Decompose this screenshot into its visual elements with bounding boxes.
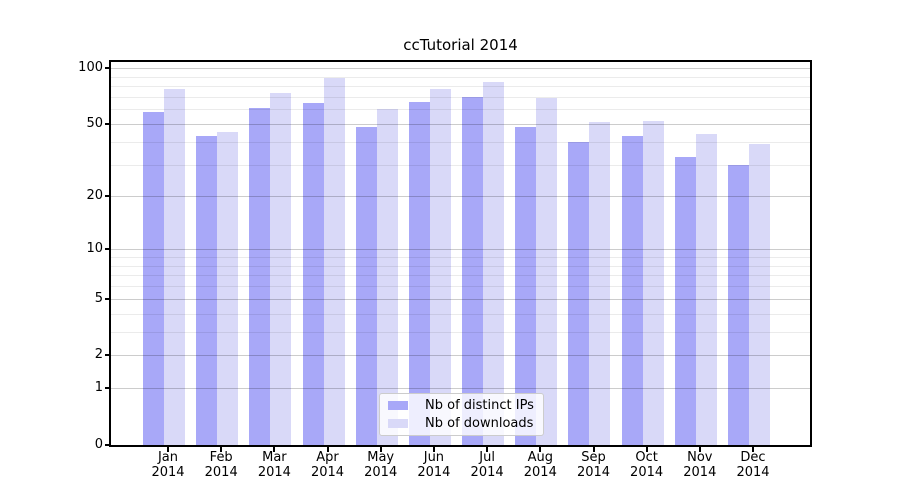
bar-downloads [483, 82, 505, 445]
y-tick-label: 10 [86, 241, 103, 257]
y-tick [105, 248, 110, 251]
x-tick-label: Jan 2014 [151, 450, 185, 480]
bar-downloads [749, 143, 770, 445]
y-tick [105, 387, 110, 390]
bar-distinct-ips [302, 103, 324, 445]
bar-downloads [376, 109, 398, 445]
y-grid-minor [111, 109, 810, 111]
x-tick-label: Feb 2014 [204, 450, 238, 480]
x-tick-label: Dec 2014 [736, 450, 770, 480]
legend-swatch-downloads [388, 418, 408, 428]
x-tick-label: Mar 2014 [257, 450, 291, 480]
x-tick-label: Sep 2014 [576, 450, 611, 480]
x-tick [486, 447, 489, 452]
x-tick-label: Apr 2014 [310, 450, 345, 480]
bar-downloads [429, 89, 451, 445]
y-tick-label: 20 [86, 188, 103, 204]
bar-distinct-ips [355, 127, 377, 445]
bar-distinct-ips [249, 108, 271, 445]
bar-distinct-ips [196, 136, 218, 445]
y-grid-minor [111, 97, 810, 98]
y-tick-label: 100 [78, 60, 103, 76]
y-tick-label: 5 [94, 290, 103, 306]
y-tick [105, 297, 110, 300]
x-tick-label: Nov 2014 [683, 450, 717, 480]
chart-title: ccTutorial 2014 [403, 36, 518, 54]
bar-downloads [164, 89, 185, 445]
bar-downloads [589, 122, 611, 445]
y-tick [105, 444, 110, 446]
legend-swatch-distinct-ips [388, 401, 408, 411]
bar-distinct-ips [462, 97, 484, 445]
bar-downloads [536, 98, 558, 445]
x-tick [326, 447, 329, 452]
x-tick [167, 447, 169, 452]
bar-downloads [270, 92, 292, 445]
x-tick-label: Jun 2014 [417, 450, 451, 480]
bar-distinct-ips [143, 112, 164, 445]
x-tick [432, 447, 435, 452]
y-tick [105, 123, 110, 125]
bar-downloads [323, 77, 345, 445]
x-tick-label: Jul 2014 [470, 450, 504, 480]
legend-label: Nb of distinct IPs [425, 398, 534, 414]
x-tick [592, 447, 595, 452]
x-tick-label: Oct 2014 [630, 450, 664, 480]
y-tick-label: 0 [94, 437, 103, 452]
bar-distinct-ips [674, 157, 696, 445]
y-tick-label: 1 [94, 380, 103, 396]
y-tick [105, 67, 110, 70]
x-tick [698, 447, 701, 452]
y-grid-major [111, 124, 810, 125]
bar-downloads [217, 132, 239, 445]
bar-downloads [642, 120, 664, 445]
x-tick [539, 447, 542, 452]
x-tick [752, 447, 754, 452]
bar-distinct-ips [408, 101, 430, 445]
bar-distinct-ips [568, 141, 590, 445]
legend-item: Nb of distinct IPs [388, 398, 535, 413]
legend-label: Nb of downloads [425, 415, 534, 431]
y-tick-label: 2 [94, 347, 103, 363]
x-tick [273, 447, 276, 452]
y-grid-major [111, 68, 810, 70]
x-tick [645, 447, 648, 452]
x-tick [220, 447, 223, 452]
y-grid-minor [111, 86, 810, 88]
y-tick [105, 195, 110, 198]
x-tick-label: May 2014 [364, 450, 398, 480]
legend: Nb of distinct IPs Nb of downloads [379, 393, 544, 436]
y-grid-minor [111, 76, 810, 78]
y-tick [105, 354, 110, 357]
bar-downloads [695, 134, 717, 445]
x-tick-label: Aug 2014 [523, 450, 557, 480]
plot-area [111, 62, 810, 445]
bar-distinct-ips [621, 136, 643, 445]
x-tick [379, 447, 382, 452]
bar-distinct-ips [515, 127, 537, 445]
legend-item: Nb of downloads [388, 416, 535, 431]
bar-distinct-ips [728, 164, 749, 445]
y-tick-label: 50 [86, 116, 103, 131]
